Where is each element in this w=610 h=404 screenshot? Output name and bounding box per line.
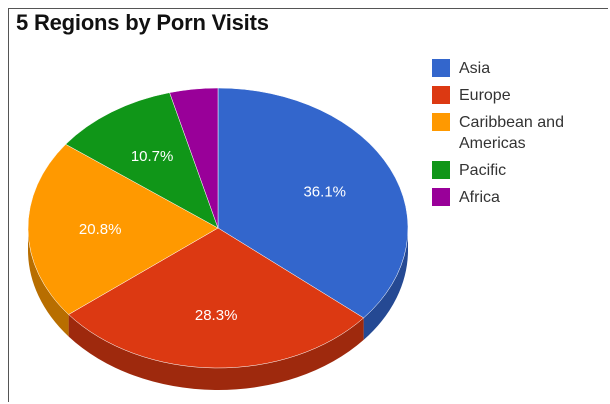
legend-swatch-europe — [432, 86, 450, 104]
legend-item-asia: Asia — [432, 58, 609, 79]
legend-item-africa: Africa — [432, 187, 609, 208]
legend-item-pacific: Pacific — [432, 160, 609, 181]
legend-item-europe: Europe — [432, 85, 609, 106]
pie-label-europe: 28.3% — [195, 307, 238, 324]
pie-side-europe — [68, 314, 364, 391]
pie-side-asia — [363, 228, 408, 340]
pie-slice-pacific — [65, 92, 219, 229]
legend-label-caribbean-americas: Caribbean and Americas — [459, 114, 564, 152]
legend-swatch-africa — [432, 188, 450, 206]
legend-label-pacific: Pacific — [459, 162, 507, 179]
pie-side-caribbean-and-americas — [28, 228, 69, 337]
pie-label-pacific: 10.7% — [131, 148, 174, 165]
pie-slice-asia — [217, 87, 409, 319]
pie-slices — [27, 87, 409, 369]
legend-label-europe: Europe — [459, 87, 511, 104]
pie-label-asia: 36.1% — [303, 183, 346, 200]
legend-swatch-pacific — [432, 161, 450, 179]
pie-labels: 36.1% 28.3% 20.8% 10.7% — [79, 148, 346, 324]
legend-label-asia: Asia — [459, 60, 491, 77]
legend-swatch-asia — [432, 59, 450, 77]
chart-title: 5 Regions by Porn Visits — [16, 10, 269, 35]
legend-swatch-caribbean-americas — [432, 113, 450, 131]
legend-label-africa: Africa — [459, 189, 500, 206]
legend: Asia Europe Caribbean and Americas Pacif… — [432, 58, 609, 214]
pie-slice-africa — [169, 87, 219, 229]
pie-side-walls — [28, 228, 408, 391]
pie-slice-caribbean-and-americas — [27, 143, 219, 315]
legend-item-caribbean-americas: Caribbean and Americas — [432, 112, 609, 154]
pie-label-caribbean-and-americas: 20.8% — [79, 221, 122, 238]
pie-slice-europe — [68, 227, 365, 369]
